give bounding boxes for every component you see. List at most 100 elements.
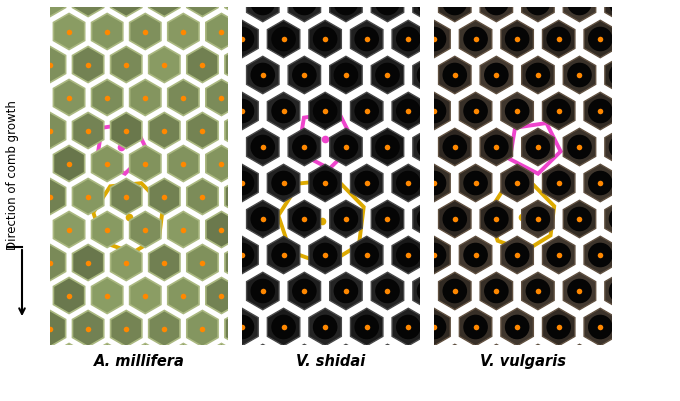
Polygon shape — [475, 380, 508, 401]
Polygon shape — [413, 344, 445, 382]
Polygon shape — [558, 21, 591, 59]
Polygon shape — [301, 47, 333, 83]
Polygon shape — [376, 21, 409, 59]
Polygon shape — [0, 278, 8, 314]
Polygon shape — [330, 344, 362, 382]
Circle shape — [231, 387, 254, 401]
Circle shape — [568, 136, 591, 159]
Polygon shape — [205, 344, 237, 382]
Circle shape — [189, 387, 212, 401]
Polygon shape — [92, 14, 123, 51]
Polygon shape — [206, 14, 237, 51]
Text: Direction of comb growth: Direction of comb growth — [7, 100, 20, 249]
Circle shape — [313, 100, 337, 123]
Circle shape — [360, 64, 384, 87]
Polygon shape — [320, 344, 352, 380]
Circle shape — [418, 279, 441, 303]
Polygon shape — [73, 377, 104, 401]
Polygon shape — [538, 344, 570, 382]
Polygon shape — [282, 146, 313, 182]
Polygon shape — [376, 237, 409, 274]
Circle shape — [522, 387, 545, 401]
Circle shape — [251, 352, 275, 375]
Polygon shape — [563, 129, 596, 166]
Polygon shape — [418, 308, 450, 346]
Polygon shape — [130, 80, 161, 116]
Circle shape — [231, 316, 254, 339]
Polygon shape — [454, 201, 487, 238]
Circle shape — [381, 172, 404, 195]
Polygon shape — [376, 308, 409, 346]
Polygon shape — [226, 165, 258, 202]
Polygon shape — [205, 273, 237, 310]
Circle shape — [189, 28, 212, 51]
Circle shape — [360, 279, 384, 303]
Polygon shape — [35, 311, 66, 347]
Polygon shape — [244, 146, 275, 182]
Polygon shape — [73, 113, 104, 149]
Circle shape — [547, 28, 571, 51]
Circle shape — [542, 279, 565, 303]
Polygon shape — [392, 380, 424, 401]
Circle shape — [630, 244, 653, 267]
Polygon shape — [184, 237, 217, 274]
Polygon shape — [418, 165, 450, 202]
Polygon shape — [460, 21, 492, 59]
Polygon shape — [330, 57, 362, 95]
Circle shape — [500, 279, 524, 303]
Polygon shape — [376, 165, 409, 202]
Polygon shape — [163, 0, 196, 23]
Polygon shape — [111, 0, 142, 18]
Polygon shape — [187, 47, 218, 83]
Circle shape — [547, 172, 571, 195]
Polygon shape — [206, 146, 237, 182]
Circle shape — [209, 136, 233, 159]
Polygon shape — [301, 179, 333, 215]
Circle shape — [526, 279, 549, 303]
Circle shape — [505, 387, 529, 401]
Polygon shape — [376, 93, 409, 130]
Circle shape — [505, 100, 529, 123]
Circle shape — [293, 64, 316, 87]
Polygon shape — [558, 380, 591, 401]
Circle shape — [589, 100, 612, 123]
Circle shape — [464, 100, 487, 123]
Circle shape — [485, 0, 508, 16]
Polygon shape — [187, 179, 218, 215]
Polygon shape — [168, 212, 199, 248]
Polygon shape — [225, 179, 256, 215]
Polygon shape — [543, 93, 575, 130]
Circle shape — [272, 316, 295, 339]
Polygon shape — [330, 0, 362, 23]
Circle shape — [272, 28, 295, 51]
Polygon shape — [434, 21, 466, 59]
Polygon shape — [454, 344, 487, 382]
Polygon shape — [206, 278, 237, 314]
Polygon shape — [301, 113, 333, 149]
Polygon shape — [397, 344, 430, 382]
Circle shape — [381, 316, 404, 339]
Polygon shape — [558, 237, 591, 274]
Polygon shape — [371, 129, 404, 166]
Polygon shape — [226, 237, 258, 274]
Polygon shape — [111, 179, 142, 215]
Circle shape — [438, 244, 462, 267]
Polygon shape — [439, 57, 471, 95]
Polygon shape — [205, 57, 237, 95]
Polygon shape — [667, 237, 680, 274]
Polygon shape — [605, 57, 637, 95]
Circle shape — [443, 0, 466, 16]
Polygon shape — [522, 0, 554, 23]
Polygon shape — [543, 165, 575, 202]
Polygon shape — [543, 380, 575, 401]
Polygon shape — [517, 93, 549, 130]
Polygon shape — [538, 129, 570, 166]
Polygon shape — [111, 47, 142, 83]
Circle shape — [563, 100, 586, 123]
Polygon shape — [247, 273, 279, 310]
Circle shape — [464, 387, 487, 401]
Circle shape — [542, 64, 565, 87]
Circle shape — [402, 352, 425, 375]
Circle shape — [272, 244, 295, 267]
Polygon shape — [226, 21, 258, 59]
